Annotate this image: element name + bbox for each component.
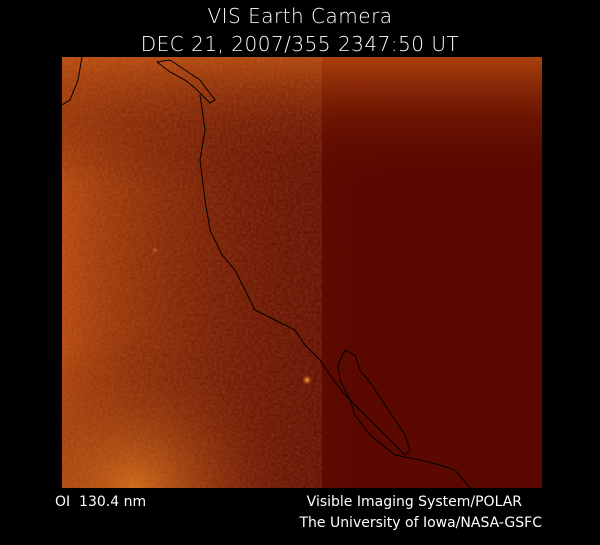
title: VIS Earth Camera <box>207 4 392 28</box>
institution: The University of Iowa/NASA-GSFC <box>298 515 542 531</box>
wavelength: OI 130.4 nm <box>55 494 146 510</box>
instrument: Visible Imaging System/POLAR <box>307 494 523 510</box>
image <box>62 57 542 488</box>
timestamp: DEC 21, 2007/355 2347:50 UT <box>141 32 460 56</box>
